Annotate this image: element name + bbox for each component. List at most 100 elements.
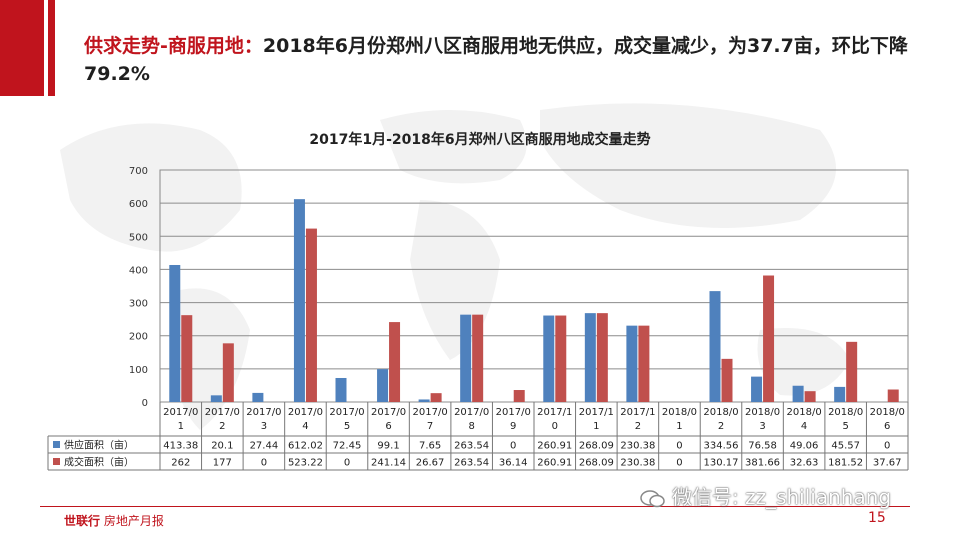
data-label: 32.63: [790, 458, 819, 469]
plot-area: [159, 169, 909, 403]
bar-supply: [293, 199, 305, 402]
legend-swatch: [53, 458, 60, 465]
x-tick-label: 2018/0: [745, 407, 780, 418]
bar-deal: [638, 325, 650, 402]
bar-deal: [305, 228, 317, 402]
bar-deal: [804, 391, 816, 402]
data-label: 49.06: [790, 441, 819, 452]
y-tick-label: 200: [129, 332, 148, 343]
bar-deal: [721, 358, 733, 402]
legend-label: 成交面积（亩）: [64, 456, 134, 469]
x-tick-label: 2017/0: [496, 407, 531, 418]
x-tick-label: 4: [801, 421, 807, 432]
x-tick-label: 1: [593, 421, 599, 432]
x-tick-label: 2: [219, 421, 225, 432]
data-label: 99.1: [377, 441, 399, 452]
x-tick-label: 4: [302, 421, 308, 432]
x-tick-label: 2017/1: [620, 407, 655, 418]
x-tick-label: 2017/0: [205, 407, 240, 418]
x-tick-label: 2017/0: [454, 407, 489, 418]
y-tick-label: 400: [129, 265, 148, 276]
data-label: 612.02: [288, 441, 323, 452]
legend-swatch: [53, 441, 60, 448]
data-label: 241.14: [371, 458, 406, 469]
bar-supply: [335, 377, 347, 402]
bar-deal: [555, 315, 567, 402]
data-label: 45.57: [831, 441, 860, 452]
bar-deal: [596, 313, 608, 402]
x-tick-label: 2018/0: [828, 407, 863, 418]
footer-logo-sub: 房地产月报: [103, 514, 164, 528]
x-tick-label: 1: [676, 421, 682, 432]
data-label: 334.56: [704, 441, 739, 452]
bar-deal: [389, 322, 401, 402]
data-label: 76.58: [748, 441, 777, 452]
data-label: 260.91: [537, 458, 572, 469]
bar-deal: [430, 393, 442, 402]
bar-supply: [834, 386, 846, 402]
bar-deal: [181, 315, 193, 402]
data-label: 0: [510, 441, 516, 452]
wechat-icon: [640, 489, 665, 507]
data-label: 37.67: [873, 458, 902, 469]
data-label: 381.66: [745, 458, 780, 469]
x-tick-label: 5: [344, 421, 350, 432]
bar-supply: [252, 392, 264, 402]
x-tick-label: 2017/0: [163, 407, 198, 418]
x-tick-label: 2017/0: [246, 407, 281, 418]
bar-supply: [210, 395, 222, 402]
x-tick-label: 2017/0: [413, 407, 448, 418]
bar-deal: [472, 314, 484, 402]
x-tick-label: 2017/1: [537, 407, 572, 418]
y-tick-label: 500: [129, 232, 148, 243]
bar-deal: [222, 343, 234, 402]
page-headline: 供求走势-商服用地：2018年6月份郑州八区商服用地无供应，成交量减少，为37.…: [84, 32, 944, 88]
footer-divider: [40, 506, 910, 507]
footer-logo: 世联行 房地产月报: [64, 512, 164, 529]
x-tick-label: 2017/0: [329, 407, 364, 418]
x-tick-label: 7: [427, 421, 433, 432]
data-label: 130.17: [704, 458, 739, 469]
bar-supply: [460, 314, 472, 402]
bar-supply: [169, 264, 181, 402]
bar-deal: [846, 341, 858, 402]
footer-logo-main: 世联行: [64, 514, 101, 528]
x-tick-label: 6: [884, 421, 890, 432]
y-tick-label: 0: [142, 398, 148, 409]
y-tick-label: 100: [129, 365, 148, 376]
x-tick-label: 2018/0: [787, 407, 822, 418]
data-label: 0: [676, 458, 682, 469]
data-label: 0: [676, 441, 682, 452]
bar-deal: [513, 390, 525, 402]
bar-supply: [792, 385, 804, 402]
data-label: 523.22: [288, 458, 323, 469]
bar-supply: [584, 313, 596, 402]
brand-accent-stripe: [48, 0, 55, 96]
x-tick-label: 8: [468, 421, 474, 432]
wechat-watermark: 微信号: zz_shilianhang: [640, 481, 891, 510]
headline-prefix: 供求走势-商服用地：: [84, 35, 263, 57]
x-tick-label: 0: [552, 421, 558, 432]
page-number: 15: [868, 510, 886, 526]
x-tick-label: 2018/0: [870, 407, 905, 418]
bar-deal: [763, 275, 775, 402]
x-tick-label: 2: [635, 421, 641, 432]
data-label: 72.45: [333, 441, 362, 452]
x-tick-label: 2017/1: [579, 407, 614, 418]
data-label: 263.54: [454, 441, 489, 452]
x-tick-label: 2017/0: [371, 407, 406, 418]
data-label: 26.67: [416, 458, 445, 469]
bar-deal: [887, 389, 899, 402]
data-label: 262: [171, 458, 190, 469]
y-tick-label: 700: [129, 166, 148, 177]
data-label: 268.09: [579, 441, 614, 452]
bar-supply: [751, 376, 763, 402]
x-tick-label: 3: [759, 421, 765, 432]
x-tick-label: 9: [510, 421, 516, 432]
data-label: 36.14: [499, 458, 528, 469]
y-tick-label: 300: [129, 299, 148, 310]
x-tick-label: 6: [385, 421, 391, 432]
chart-title: 2017年1月-2018年6月郑州八区商服用地成交量走势: [309, 132, 651, 148]
data-label: 230.38: [620, 458, 655, 469]
bar-supply: [418, 399, 430, 402]
